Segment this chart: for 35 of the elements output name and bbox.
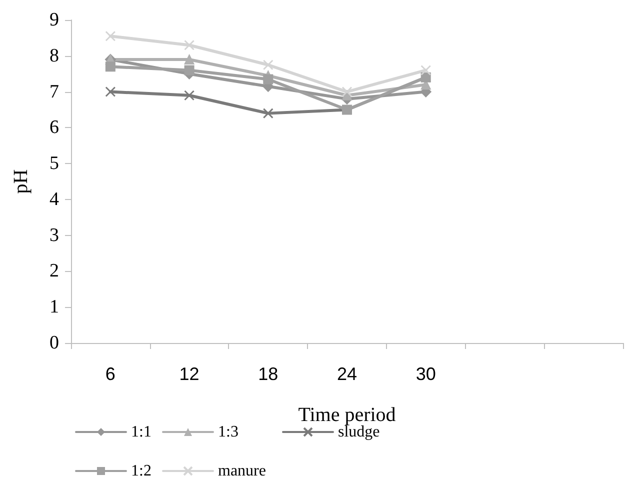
y-tick-label: 4	[50, 188, 60, 210]
y-axis-title: pH	[10, 169, 32, 194]
point	[105, 86, 116, 98]
y-tick-label: 1	[50, 296, 59, 318]
point	[342, 90, 352, 100]
point	[184, 90, 195, 101]
y-tick-label: 9	[50, 10, 59, 30]
legend-label: 1:2	[131, 462, 152, 480]
point	[184, 40, 195, 50]
y-tick-label: 5	[50, 153, 59, 174]
y-tick-label: 8	[50, 45, 59, 66]
point	[420, 64, 432, 76]
x-axis-title: Time period	[298, 404, 396, 426]
x-tick-label: 30	[416, 364, 436, 384]
legend-label: 1:3	[218, 424, 238, 440]
y-tick-label: 7	[50, 81, 59, 102]
legend-label: sludge	[338, 424, 380, 440]
point	[184, 54, 194, 64]
point	[263, 74, 274, 84]
y-tick-label: 0	[50, 332, 59, 354]
point	[342, 86, 352, 98]
y-tick-label: 3	[50, 224, 59, 246]
x-tick-label: 18	[258, 364, 278, 384]
legend-label: 1:1	[131, 424, 152, 440]
legend-label: manure	[218, 462, 266, 480]
y-tick-label: 6	[50, 117, 59, 138]
point	[105, 30, 116, 42]
x-tick-label: 6	[105, 364, 116, 384]
point	[262, 60, 274, 70]
x-tick-label: 12	[179, 364, 200, 384]
point	[262, 108, 274, 119]
y-tick-label: 2	[50, 260, 59, 282]
point	[184, 65, 194, 76]
point	[105, 62, 116, 72]
x-tick-label: 24	[336, 364, 358, 384]
